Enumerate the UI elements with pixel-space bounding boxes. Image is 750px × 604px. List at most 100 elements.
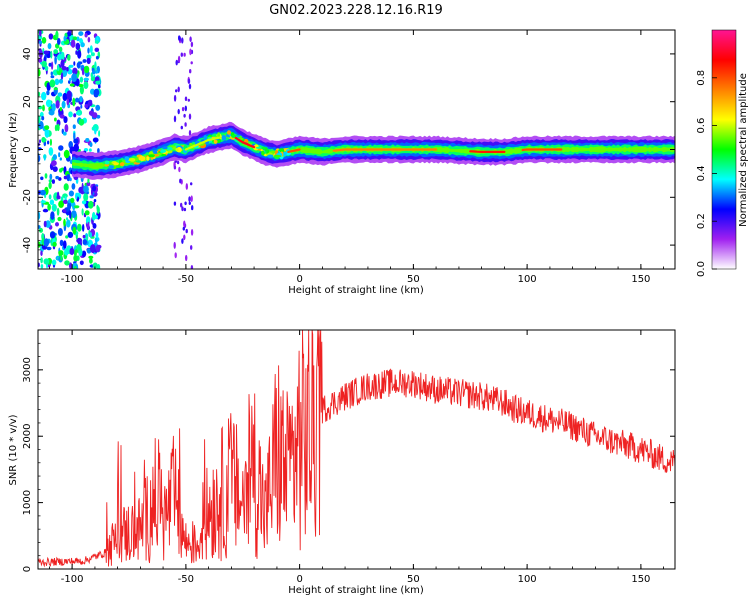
heatmap-blob (39, 111, 44, 118)
colorbar-gradient (711, 29, 737, 270)
heatmap-blob (95, 232, 99, 239)
snr-y-tick-label: 2000 (22, 423, 33, 448)
heatmap-blob (179, 178, 182, 184)
heatmap-blob (47, 203, 51, 211)
heatmap-blob (94, 47, 100, 52)
heatmap-blob (47, 140, 50, 145)
heatmap-blob (40, 200, 47, 204)
heatmap-blob (43, 258, 50, 265)
spectrogram-x-tick-label: 0 (296, 274, 302, 285)
heatmap-blob (180, 202, 183, 208)
heatmap-blob (119, 162, 125, 167)
heatmap-blob (49, 173, 53, 180)
heatmap-blob (57, 228, 63, 236)
heatmap-blob (227, 130, 231, 135)
heatmap-blob (183, 52, 186, 57)
heatmap-blob (190, 182, 193, 186)
heatmap-blob (59, 157, 62, 161)
heatmap-blob (83, 193, 89, 202)
heatmap-blob (190, 229, 194, 236)
heatmap-blob (95, 237, 98, 244)
heatmap-blob (177, 55, 181, 63)
heatmap-blob (60, 255, 63, 261)
heatmap-blob (90, 244, 96, 254)
heatmap-blob (166, 146, 173, 151)
heatmap-blob (184, 96, 188, 102)
heatmap-blob (185, 228, 188, 234)
heatmap-blob (92, 70, 96, 75)
heatmap-blob (79, 76, 84, 83)
heatmap-blob (58, 200, 64, 208)
heatmap-blob (62, 92, 68, 102)
heatmap-blob (43, 50, 49, 55)
heatmap-blob (41, 116, 45, 121)
colorbar-tick-label: 0.2 (696, 213, 707, 229)
heatmap-blob (57, 38, 61, 45)
heatmap-blob (68, 262, 73, 269)
heatmap-blob (87, 221, 90, 230)
heatmap-blob (173, 241, 176, 249)
heatmap-blob (187, 78, 191, 84)
heatmap-blob (42, 208, 49, 213)
heatmap-blob (86, 57, 91, 65)
heatmap-blob (44, 173, 48, 179)
heatmap-blob (54, 55, 57, 65)
heatmap-blob (75, 111, 81, 116)
heatmap-blob (48, 110, 55, 116)
spectrogram-x-axis-label: Height of straight line (km) (288, 285, 424, 296)
heatmap-blob (88, 200, 94, 209)
heatmap-blob (59, 168, 63, 173)
heatmap-blob (58, 250, 64, 256)
heatmap-blob (38, 34, 43, 40)
heatmap-blob (92, 124, 99, 132)
heatmap-blob (60, 59, 65, 68)
heatmap-blob (39, 139, 41, 143)
snr-x-tick-label: 150 (631, 574, 650, 585)
heatmap-blob (86, 181, 91, 187)
heatmap-blob (113, 162, 119, 166)
heatmap-blob (54, 117, 57, 122)
heatmap-blob (70, 197, 75, 204)
heatmap-blob (73, 266, 77, 269)
snr-series-line (38, 330, 675, 568)
heatmap-blob (76, 223, 82, 232)
heatmap-blob (73, 61, 76, 66)
heatmap-blob (87, 178, 90, 184)
heatmap-blob (180, 52, 183, 57)
heatmap-blob (264, 147, 268, 152)
heatmap-blob (217, 132, 221, 138)
spectrogram-y-tick-label: 0 (22, 146, 33, 152)
heatmap-blob (73, 36, 77, 41)
heatmap-blob (267, 154, 274, 158)
heatmap-blob (63, 218, 66, 227)
heatmap-blob (138, 155, 146, 162)
heatmap-blob (177, 86, 180, 93)
spectrogram-x-tick-label: -50 (178, 274, 194, 285)
heatmap-band (72, 133, 675, 170)
heatmap-blob (55, 30, 59, 39)
heatmap-blob (56, 207, 60, 216)
heatmap-blob (173, 201, 177, 206)
heatmap-blob (61, 100, 66, 109)
heatmap-blob (91, 211, 96, 221)
heatmap-blob (48, 179, 53, 183)
heatmap-blob (88, 148, 92, 152)
heatmap-blob (44, 129, 50, 138)
heatmap-blob (67, 231, 74, 238)
heatmap-blob (45, 220, 51, 228)
heatmap-blob (95, 80, 101, 85)
heatmap-blob (50, 75, 55, 79)
heatmap-blob (62, 131, 67, 136)
snr-x-tick-label: 0 (296, 574, 302, 585)
heatmap-blob (181, 107, 185, 112)
heatmap-blob (73, 113, 77, 118)
heatmap-blob (38, 40, 43, 45)
snr-y-tick-label: 0 (22, 566, 33, 572)
heatmap-blob (55, 100, 60, 109)
heatmap-blob (40, 257, 43, 264)
heatmap-blob (274, 154, 282, 158)
colorbar-tick-label: 0.6 (696, 118, 707, 134)
heatmap-blob (189, 48, 192, 56)
heatmap-blob (38, 115, 41, 124)
